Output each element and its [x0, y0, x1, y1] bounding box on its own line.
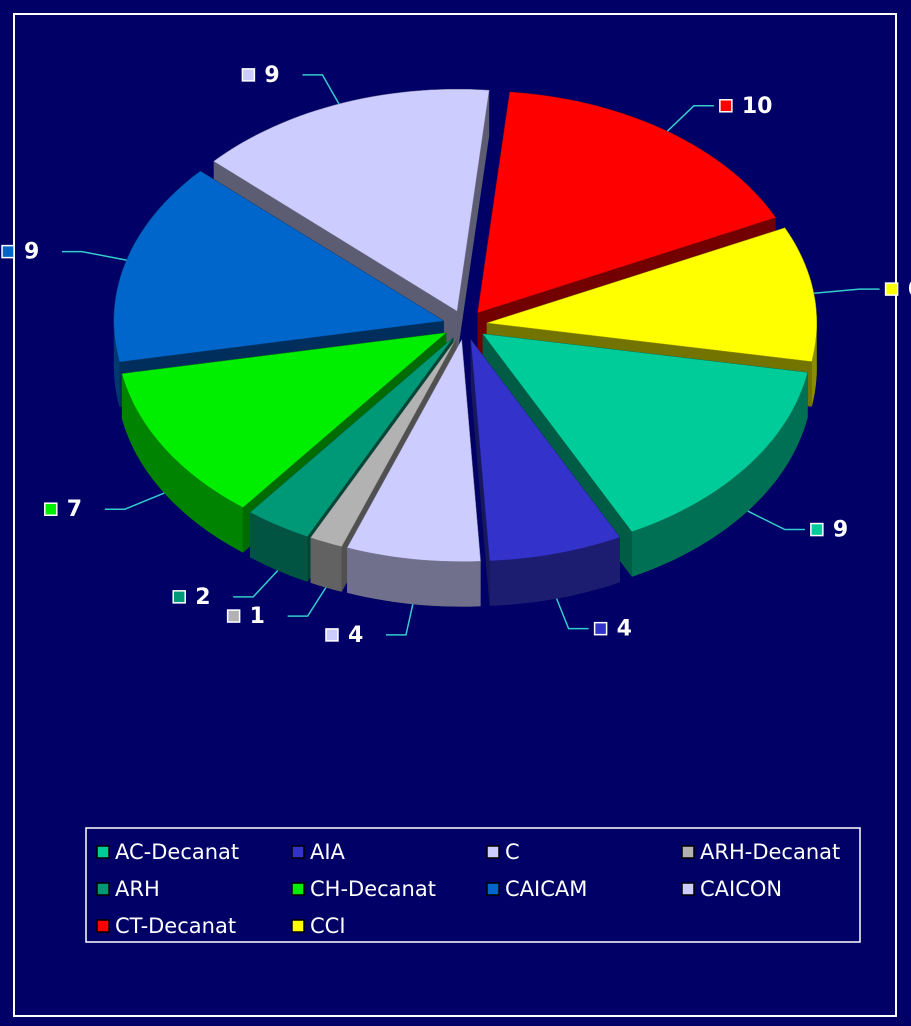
value-label: 9: [24, 240, 39, 265]
legend-box: [85, 827, 861, 943]
value-label: 4: [617, 617, 632, 642]
slice-top: [310, 338, 457, 548]
slice-top: [486, 227, 818, 362]
label-swatch: [1, 244, 15, 259]
legend-swatch: [96, 882, 110, 896]
leader-line: [233, 570, 279, 598]
label-swatch: [226, 609, 241, 623]
slice-top: [346, 338, 481, 562]
legend-swatch: [486, 882, 500, 896]
slice-wall: [489, 537, 620, 606]
value-label: 7: [67, 497, 82, 522]
legend-label: CAICAM: [505, 877, 587, 901]
slice-top: [482, 333, 809, 533]
leader-line: [287, 587, 327, 617]
value-label: 10: [742, 94, 773, 119]
slice-wall: [121, 373, 243, 553]
legend-swatch: [291, 845, 305, 859]
legend-label: AIA: [310, 840, 346, 864]
legend-swatch: [681, 845, 695, 859]
frame: [13, 13, 897, 1017]
slice-top: [477, 91, 777, 314]
slice: [346, 338, 481, 607]
leader-line: [385, 604, 414, 636]
legend-swatch: [291, 919, 305, 933]
slice-wall: [310, 537, 342, 592]
slice: [470, 338, 621, 606]
slice-top: [213, 88, 490, 312]
slice-top: [470, 338, 621, 562]
legend-label: CT-Decanat: [115, 914, 236, 938]
legend-label: CH-Decanat: [310, 877, 436, 901]
value-label: 9: [264, 63, 279, 88]
leader-line: [666, 105, 714, 132]
slice-top: [249, 337, 454, 537]
legend-swatch: [291, 882, 305, 896]
legend-swatch: [96, 919, 110, 933]
legend-label: AC-Decanat: [115, 840, 239, 864]
leader-line: [302, 74, 340, 105]
slice-wall: [631, 372, 808, 577]
label-swatch: [241, 68, 256, 82]
label-swatch: [884, 282, 899, 296]
legend-swatch: [681, 882, 695, 896]
value-label: 2: [195, 585, 210, 610]
leader-line: [104, 492, 165, 510]
value-label: 6: [908, 277, 911, 302]
label-swatch: [593, 621, 608, 636]
label-swatch: [810, 522, 824, 537]
legend-label: C: [505, 840, 520, 864]
value-label: 4: [348, 623, 363, 648]
label-swatch: [172, 590, 186, 604]
label-swatch: [719, 99, 733, 113]
legend-label: CCI: [310, 914, 346, 938]
leader-line: [747, 510, 805, 531]
label-swatch: [44, 502, 58, 516]
slice-wall: [250, 512, 308, 582]
slice-wall: [347, 547, 481, 607]
legend-label: ARH-Decanat: [700, 840, 840, 864]
leader-line: [813, 288, 880, 294]
slice-side: [457, 90, 490, 357]
value-label: 1: [250, 604, 265, 629]
legend-swatch: [96, 845, 110, 859]
legend-label: CAICON: [700, 877, 782, 901]
slice-side: [470, 339, 490, 606]
legend-swatch: [486, 845, 500, 859]
label-swatch: [325, 628, 339, 642]
slice-top: [113, 170, 445, 363]
value-label: 9: [833, 518, 848, 543]
leader-line: [555, 598, 589, 630]
leader-line: [62, 250, 127, 261]
legend-label: ARH: [115, 877, 160, 901]
slice-top: [121, 332, 447, 508]
